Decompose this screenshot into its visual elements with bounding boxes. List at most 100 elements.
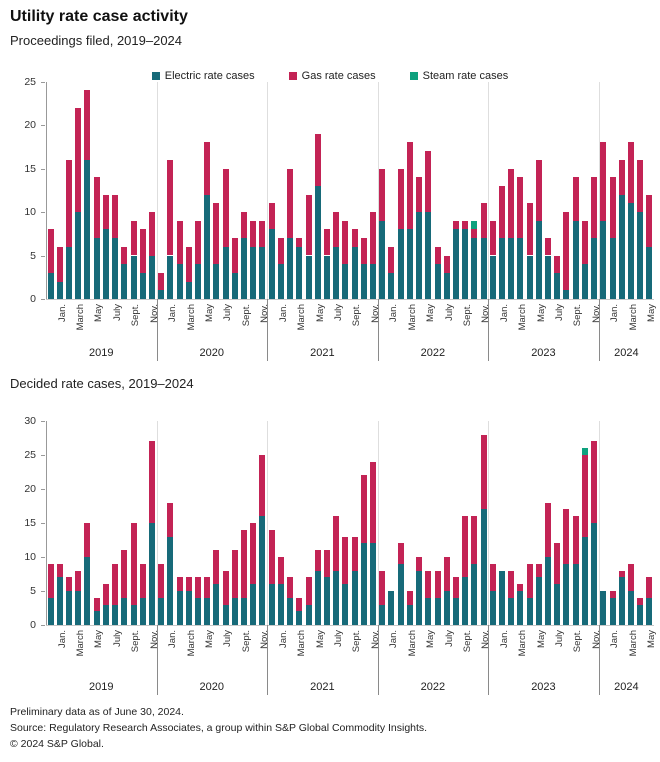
bar-segment-gas xyxy=(139,563,146,598)
bar-segment-gas xyxy=(535,159,542,221)
bar-segment-gas xyxy=(370,461,377,544)
x-tick-label: March xyxy=(627,630,639,657)
bar-segment-electric xyxy=(591,238,598,299)
bar-segment-electric xyxy=(545,255,552,299)
y-tick-label: 30 xyxy=(24,415,36,427)
bar-segment-electric xyxy=(434,264,441,299)
x-tick-label: Jan. xyxy=(167,304,179,322)
bar-segment-gas xyxy=(627,563,634,591)
x-tick-label: July xyxy=(332,304,344,321)
bar-segment-electric xyxy=(158,597,165,625)
bar-segment-electric xyxy=(213,264,220,299)
x-tick-label: Jan. xyxy=(277,304,289,322)
x-tick-label: March xyxy=(517,304,529,331)
bar-segment-gas xyxy=(277,238,284,265)
bar-segment-electric xyxy=(360,264,367,299)
bar-segment-electric xyxy=(268,229,275,299)
chart-top-title: Proceedings filed, 2019–2024 xyxy=(10,33,183,48)
bar-segment-electric xyxy=(425,212,432,299)
y-tick-mark xyxy=(41,557,45,558)
x-tick-label: Sept. xyxy=(572,630,584,653)
bar-segment-gas xyxy=(47,563,54,598)
bar-segment-electric xyxy=(351,570,358,625)
bar-segment-electric xyxy=(139,597,146,625)
bar-segment-electric xyxy=(452,229,459,299)
year-label: 2024 xyxy=(614,681,639,693)
y-tick-label: 20 xyxy=(24,483,36,495)
bar-segment-gas xyxy=(443,255,450,273)
bar-segment-electric xyxy=(434,597,441,625)
year-separator xyxy=(598,81,600,299)
year-label: 2021 xyxy=(310,681,335,693)
chart-decided-rate-cases: Decided rate cases, 2019–2024 0 5 10 15 20 25… xyxy=(0,370,660,705)
bar-segment-electric xyxy=(379,604,386,625)
bar-segment-gas xyxy=(148,212,155,256)
bar-segment-gas xyxy=(452,220,459,230)
year-separator xyxy=(267,299,269,361)
bar-segment-gas xyxy=(379,570,386,605)
bar-segment-electric xyxy=(508,597,515,625)
bar-segment-gas xyxy=(204,142,211,195)
bar-segment-gas xyxy=(581,455,588,537)
bar-segment-gas xyxy=(305,577,312,605)
bar-segment-gas xyxy=(545,502,552,557)
x-tick-label: May xyxy=(425,304,437,322)
x-tick-label: May xyxy=(204,304,215,322)
bar-segment-electric xyxy=(397,563,404,625)
bar-segment-gas xyxy=(130,220,137,256)
bar-segment-gas xyxy=(121,246,128,265)
legend-item-gas: Gas rate cases xyxy=(288,70,376,82)
y-tick-mark xyxy=(41,421,45,422)
year-separator xyxy=(156,421,158,625)
bar-segment-gas xyxy=(480,434,487,510)
bar-segment-gas xyxy=(646,194,653,247)
bar-segment-electric xyxy=(130,255,137,299)
bar-segment-electric xyxy=(148,523,155,625)
bar-segment-gas xyxy=(508,570,515,598)
y-tick-label: 25 xyxy=(24,75,36,88)
bar-segment-electric xyxy=(75,212,82,299)
bar-segment-gas xyxy=(535,563,542,578)
bar-segment-gas xyxy=(425,570,432,598)
x-tick-label: Sept. xyxy=(240,630,252,653)
bar-segment-gas xyxy=(56,563,63,578)
bar-segment-electric xyxy=(333,246,340,299)
y-tick-label: 10 xyxy=(24,551,36,563)
bar-segment-gas xyxy=(296,597,303,612)
bar-segment-electric xyxy=(231,272,238,299)
x-tick-label: May xyxy=(646,630,658,648)
year-separator xyxy=(377,421,379,625)
year-label: 2024 xyxy=(614,347,639,359)
bar-segment-gas xyxy=(471,229,478,239)
steam-swatch-icon xyxy=(409,72,418,80)
y-tick-mark xyxy=(41,523,45,524)
bar-segment-electric xyxy=(526,255,533,299)
x-tick-label: July xyxy=(554,630,566,647)
year-label: 2019 xyxy=(89,347,114,359)
bar-segment-gas xyxy=(84,90,91,160)
x-tick-label: March xyxy=(406,630,418,657)
bar-segment-gas xyxy=(231,550,238,598)
footer-copyright: © 2024 S&P Global. xyxy=(10,738,104,750)
bar-segment-electric xyxy=(581,264,588,299)
x-tick-label: Jan. xyxy=(388,630,400,648)
bar-segment-gas xyxy=(526,203,533,256)
bar-segment-gas xyxy=(231,238,238,273)
x-tick-label: Sept. xyxy=(351,630,363,653)
bar-segment-gas xyxy=(600,142,607,221)
x-tick-label: Nov. xyxy=(480,630,492,649)
bar-segment-gas xyxy=(370,212,377,265)
bar-segment-gas xyxy=(158,563,165,598)
bar-segment-gas xyxy=(333,516,340,571)
bar-segment-electric xyxy=(637,212,644,299)
bar-segment-gas xyxy=(406,142,413,230)
bar-segment-electric xyxy=(609,597,616,625)
bar-segment-gas xyxy=(222,168,229,247)
x-tick-label: Sept. xyxy=(572,304,584,327)
bar-segment-electric xyxy=(204,194,211,299)
bar-segment-electric xyxy=(195,264,201,299)
bar-segment-gas xyxy=(443,557,450,591)
x-tick-label: May xyxy=(646,304,658,322)
x-tick-label: Nov. xyxy=(369,304,381,323)
year-separator xyxy=(377,81,379,299)
